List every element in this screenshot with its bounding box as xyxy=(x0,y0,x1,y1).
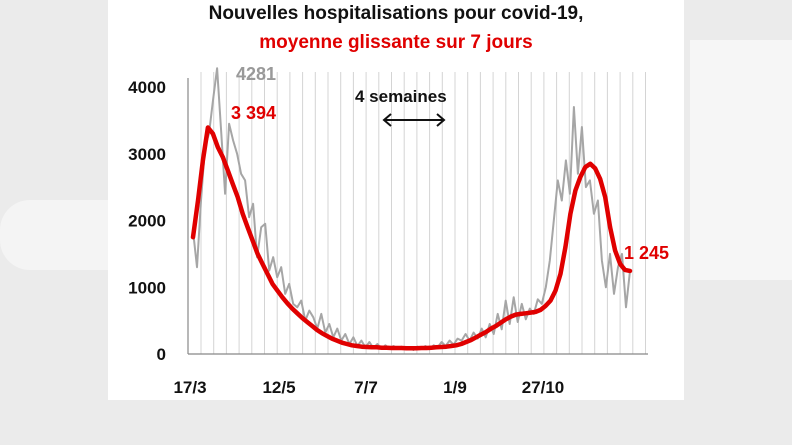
y-tick-label: 0 xyxy=(157,345,166,364)
peak-gray-label: 4281 xyxy=(236,64,276,84)
peak-red-label: 3 394 xyxy=(231,103,276,123)
y-tick-label: 1000 xyxy=(128,278,166,297)
span-label: 4 semaines xyxy=(355,87,447,106)
background-shape xyxy=(690,40,792,280)
x-ticks: 17/3 12/5 7/7 1/9 27/10 xyxy=(173,378,564,397)
y-ticks: 0 1000 2000 3000 4000 xyxy=(128,78,166,364)
line-chart: 0 1000 2000 3000 4000 17/3 12/5 7/7 1/9 27/10 42… xyxy=(128,64,669,397)
chart-title: Nouvelles hospitalisations pour covid-19… xyxy=(208,3,584,24)
x-tick-label: 17/3 xyxy=(173,378,206,397)
x-tick-label: 1/9 xyxy=(443,378,467,397)
rolling-average-line xyxy=(190,125,633,351)
series-group xyxy=(190,67,633,351)
last-value-label: 1 245 xyxy=(624,243,669,263)
x-tick-label: 7/7 xyxy=(354,378,378,397)
chart-card: Nouvelles hospitalisations pour covid-19… xyxy=(108,0,684,400)
y-tick-label: 4000 xyxy=(128,78,166,97)
y-tick-label: 2000 xyxy=(128,212,166,231)
chart-subtitle: moyenne glissante sur 7 jours xyxy=(259,32,533,53)
span-arrow xyxy=(382,113,446,127)
y-tick-label: 3000 xyxy=(128,145,166,164)
x-tick-label: 12/5 xyxy=(262,378,295,397)
x-tick-label: 27/10 xyxy=(522,378,565,397)
